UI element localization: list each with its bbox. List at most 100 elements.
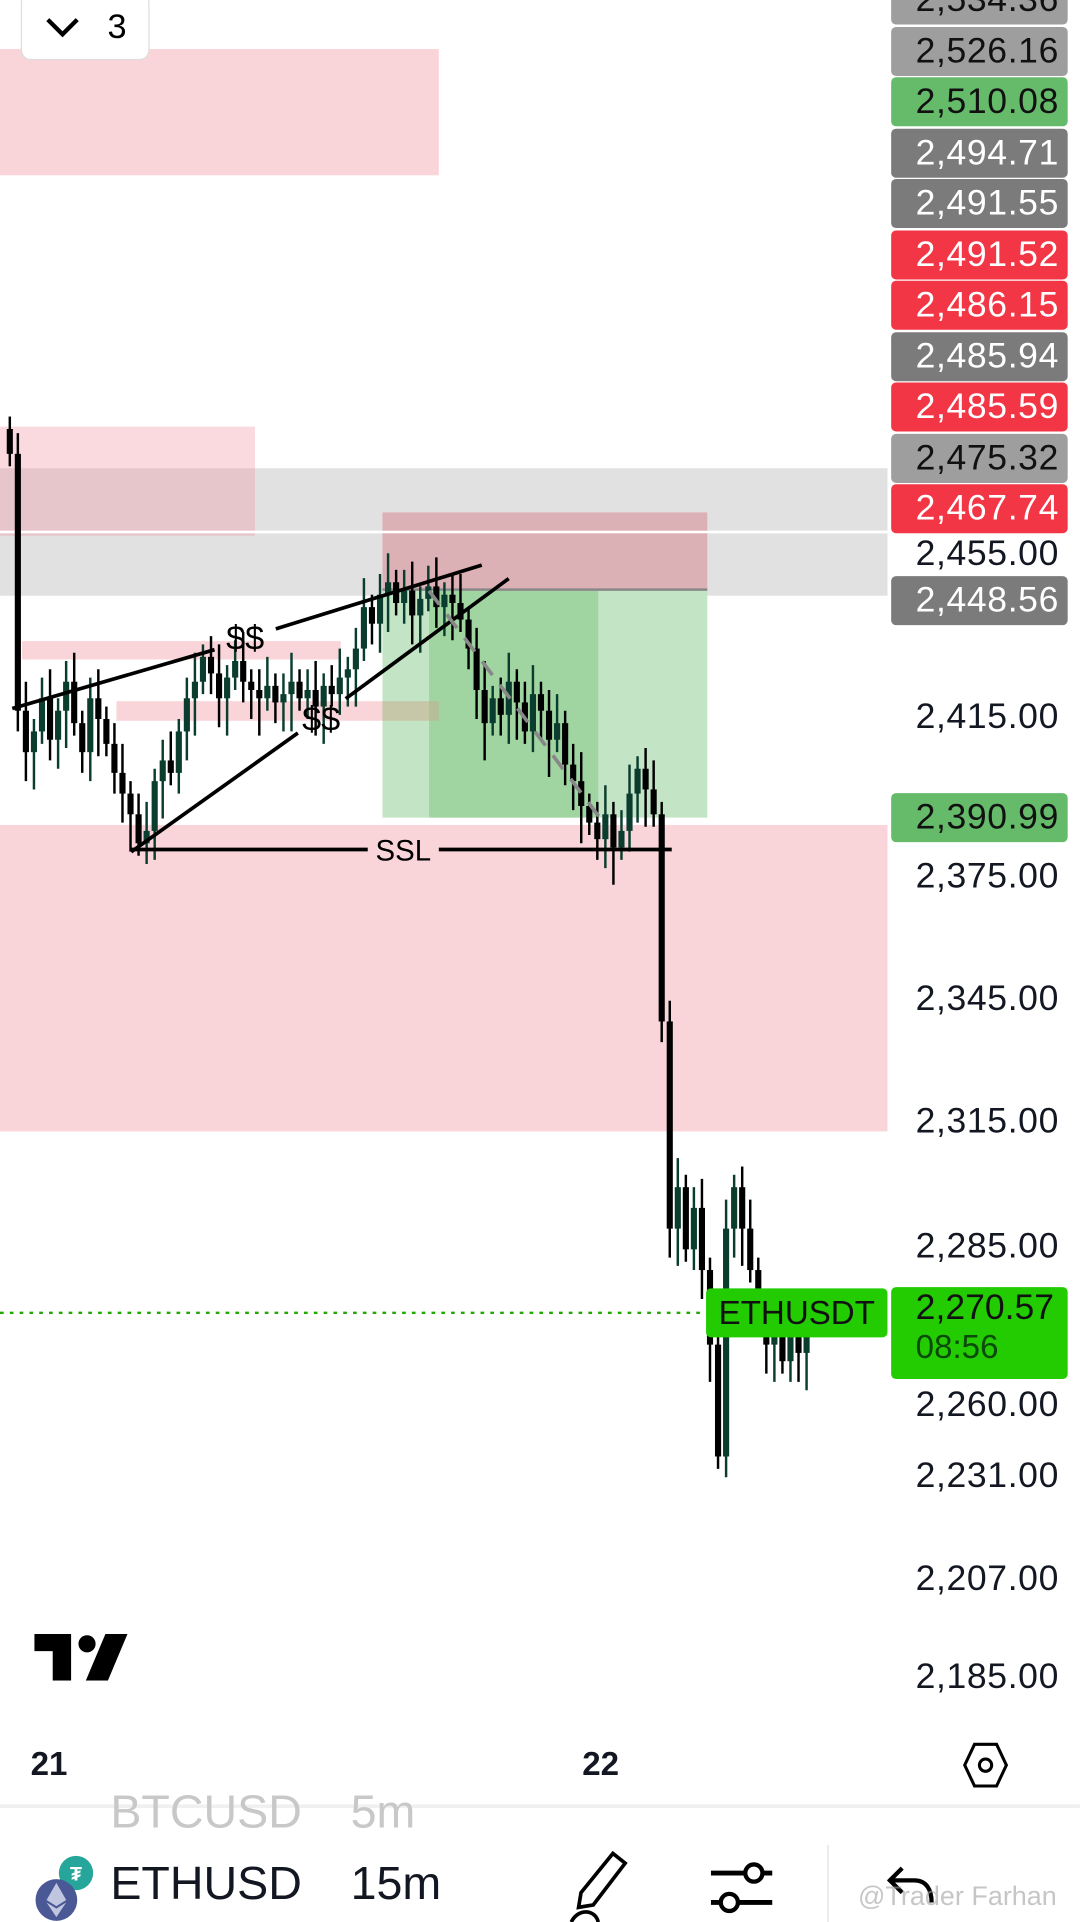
candle-body (401, 590, 408, 603)
candle-body (215, 673, 223, 699)
trendline (275, 563, 483, 631)
candle-body (602, 814, 609, 840)
candle-body (288, 681, 295, 695)
candle-body (586, 806, 593, 823)
candle-body (167, 760, 174, 773)
candle-body (344, 669, 351, 678)
candle-body (489, 698, 496, 724)
previous-interval: 5m (350, 1787, 416, 1832)
price-axis-label: 2,207.00 (915, 1559, 1059, 1599)
grey-zone (0, 468, 888, 531)
candle-body (175, 731, 182, 773)
price-axis-label: 2,415.00 (915, 697, 1059, 737)
supply-zone-small (116, 701, 439, 721)
candle-body (312, 690, 319, 707)
price-tag: 2,491.55 (891, 178, 1068, 228)
price-tag: 2,485.59 (891, 382, 1068, 432)
candle-body (328, 685, 335, 695)
ethereum-icon: ₮ (35, 1855, 94, 1921)
candle-body (513, 681, 520, 703)
candle-body (779, 1319, 786, 1362)
price-axis-label: 2,285.00 (915, 1227, 1059, 1267)
candle-body (71, 681, 78, 724)
candle-body (135, 814, 142, 844)
candle-body (650, 789, 657, 815)
candles (6, 416, 810, 1478)
candle-body (296, 681, 303, 699)
interval-button[interactable]: 15m (350, 1858, 442, 1910)
candle-body (473, 648, 480, 691)
chart-canvas[interactable]: $$ $$ SSL (0, 0, 1080, 1802)
candle-body (441, 594, 448, 608)
candle-body (545, 710, 553, 740)
supply-zone (0, 426, 255, 536)
candle-body (666, 1021, 673, 1229)
candle-body (256, 690, 263, 699)
price-tag: 2,494.71 (891, 128, 1068, 178)
candle-body (360, 607, 367, 649)
candle-body (537, 694, 545, 711)
candle-body (143, 830, 150, 844)
candle-body (554, 723, 561, 740)
price-tag: 2,534.36 (891, 0, 1068, 25)
candle-body (304, 690, 311, 699)
candle-body (320, 685, 327, 707)
divider (827, 1844, 829, 1922)
candle-body (674, 1187, 681, 1229)
trendline (344, 577, 510, 701)
candle-body (199, 656, 207, 682)
candle-body (618, 830, 625, 848)
candle-body (55, 710, 62, 740)
divider (0, 1804, 1080, 1809)
candle-body (457, 602, 464, 620)
time-axis-label: 22 (582, 1745, 620, 1783)
candle-body (207, 656, 215, 674)
supply-zone-small (22, 641, 341, 660)
watermark: @Trader Farhan (858, 1880, 1057, 1912)
trendline (11, 647, 216, 711)
liquidity-label: $$ (302, 701, 340, 739)
target-price-tag: 2,390.99 (891, 793, 1068, 843)
candle-body (723, 1228, 730, 1457)
current-price: 2,270.57 (915, 1288, 1055, 1328)
price-axis-label: 2,455.00 (915, 534, 1059, 574)
candle-body (151, 781, 158, 831)
candle-body (570, 764, 577, 782)
candle-body (376, 594, 384, 624)
chevron-down-icon (45, 17, 79, 37)
candle-body (610, 814, 617, 848)
candle-countdown: 08:56 (915, 1328, 999, 1366)
candle-body (280, 694, 287, 703)
pencil-draw-icon[interactable] (566, 1849, 635, 1922)
settings-hexagon-icon[interactable] (962, 1741, 1009, 1790)
candle-body (433, 586, 440, 608)
candle-body (264, 685, 271, 699)
sliders-icon[interactable] (709, 1858, 775, 1917)
svg-text:₮: ₮ (70, 1863, 82, 1885)
candle-body (642, 768, 649, 790)
candle-body (352, 648, 359, 670)
price-tag: 2,491.52 (891, 230, 1068, 280)
candle-body (698, 1207, 706, 1271)
candle-body (634, 768, 641, 794)
indicator-count: 3 (107, 6, 127, 45)
candle-body (272, 685, 279, 703)
trendline (130, 731, 299, 854)
candle-body (46, 698, 54, 740)
candle-body (578, 781, 585, 807)
demand-zone (0, 824, 888, 1132)
undo-icon[interactable] (885, 1863, 939, 1912)
projection-path (427, 589, 603, 820)
price-tag: 2,467.74 (891, 484, 1068, 534)
symbol-button[interactable]: ETHUSD (110, 1858, 302, 1910)
candle-body (497, 698, 504, 715)
price-axis-label: 2,231.00 (915, 1456, 1059, 1496)
candle-body (232, 661, 239, 678)
candle-body (449, 594, 456, 603)
candle-body (191, 681, 198, 699)
indicators-toggle-button[interactable]: 3 (20, 0, 150, 61)
price-axis-label: 2,185.00 (915, 1657, 1059, 1697)
candle-body (682, 1187, 689, 1250)
candle-body (747, 1228, 754, 1271)
